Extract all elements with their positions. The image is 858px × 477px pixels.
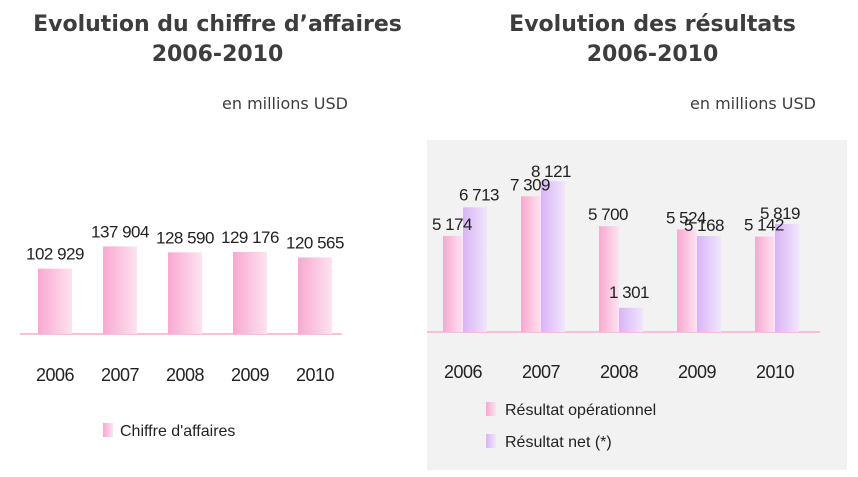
chart-results: 5 174 6 713 2006 7 309 8 121 2007 5 700 1 301 20… bbox=[427, 140, 847, 470]
x-tick-label-2010: 2010 bbox=[756, 362, 795, 382]
legend-swatch-revenue bbox=[103, 423, 113, 437]
bar-operating-2008 bbox=[599, 226, 619, 332]
bar-revenue-2008 bbox=[168, 252, 202, 334]
value-label-operating-2006: 5 174 bbox=[432, 215, 472, 234]
legend-swatch-operating bbox=[486, 402, 496, 416]
chart-revenue: 102 929 2006 137 904 2007 128 590 2008 129 176… bbox=[0, 140, 405, 470]
bar-operating-2010 bbox=[755, 236, 775, 332]
value-label-operating-2007: 7 309 bbox=[510, 175, 550, 194]
unit-label-results: en millions USD bbox=[690, 94, 816, 113]
unit-label-revenue: en millions USD bbox=[222, 94, 348, 113]
value-label-net-2009: 5 168 bbox=[684, 216, 724, 235]
x-tick-label-2010: 2010 bbox=[296, 365, 335, 385]
value-label-net-2007: 8 121 bbox=[531, 162, 571, 181]
bar-net-2007 bbox=[541, 181, 565, 332]
bar-net-2009 bbox=[697, 236, 721, 332]
value-label-operating-2009: 5 524 bbox=[666, 208, 706, 227]
x-tick-label-2006: 2006 bbox=[36, 365, 75, 385]
x-tick-label-2007: 2007 bbox=[101, 365, 140, 385]
bar-revenue-2010 bbox=[298, 257, 332, 334]
bar-revenue-2009 bbox=[233, 251, 267, 334]
chart-title-revenue: Evolution du chiffre d’affaires 2006-201… bbox=[20, 10, 415, 70]
chart-title-results: Evolution des résultats 2006-2010 bbox=[455, 10, 850, 70]
bar-revenue-2007 bbox=[103, 246, 137, 334]
x-tick-label-2006: 2006 bbox=[444, 362, 483, 382]
bar-operating-2009 bbox=[677, 229, 697, 332]
bar-net-2010 bbox=[775, 223, 799, 332]
value-label-revenue-2008: 128 590 bbox=[156, 228, 214, 247]
chart-title-results-line1: Evolution des résultats bbox=[509, 12, 796, 37]
bar-operating-2007 bbox=[521, 196, 541, 332]
bar-revenue-2006 bbox=[38, 268, 72, 334]
value-label-net-2010: 5 819 bbox=[760, 204, 800, 223]
bar-net-2008 bbox=[619, 307, 643, 332]
x-tick-label-2009: 2009 bbox=[678, 362, 717, 382]
value-label-operating-2008: 5 700 bbox=[588, 205, 628, 224]
value-label-revenue-2010: 120 565 bbox=[286, 233, 344, 252]
legend-label-net: Résultat net (*) bbox=[505, 434, 612, 451]
legend-label-operating: Résultat opérationnel bbox=[505, 402, 656, 419]
x-tick-label-2008: 2008 bbox=[600, 362, 639, 382]
value-label-net-2008: 1 301 bbox=[609, 283, 649, 302]
value-label-revenue-2007: 137 904 bbox=[91, 222, 149, 241]
legend-label-revenue: Chiffre d'affaires bbox=[120, 423, 235, 440]
chart-revenue-svg: 102 929 2006 137 904 2007 128 590 2008 129 176… bbox=[20, 222, 345, 440]
x-tick-label-2008: 2008 bbox=[166, 365, 205, 385]
value-label-net-2006: 6 713 bbox=[459, 185, 499, 204]
value-label-revenue-2006: 102 929 bbox=[26, 245, 84, 264]
x-tick-label-2009: 2009 bbox=[231, 365, 270, 385]
legend-swatch-net bbox=[486, 434, 496, 448]
value-label-revenue-2009: 129 176 bbox=[221, 228, 279, 247]
bar-operating-2006 bbox=[443, 235, 463, 332]
value-label-operating-2010: 5 142 bbox=[744, 216, 784, 235]
chart-title-results-line2: 2006-2010 bbox=[586, 42, 719, 67]
chart-title-revenue-line1: Evolution du chiffre d’affaires bbox=[33, 12, 402, 37]
bar-net-2006 bbox=[463, 207, 487, 332]
chart-title-revenue-line2: 2006-2010 bbox=[151, 42, 284, 67]
x-tick-label-2007: 2007 bbox=[522, 362, 561, 382]
